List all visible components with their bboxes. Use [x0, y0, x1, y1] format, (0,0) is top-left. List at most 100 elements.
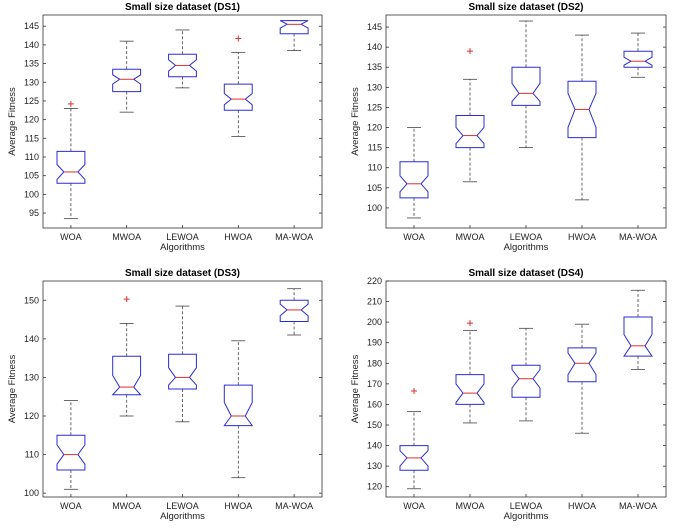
- box-hwoa: [567, 323, 597, 434]
- x-tick-label: MA-WOA: [275, 232, 313, 242]
- y-tick-label: 130: [24, 372, 39, 382]
- y-tick-label: 210: [367, 297, 382, 307]
- box-hwoa: [223, 35, 253, 137]
- box-mwoa: [455, 48, 485, 183]
- outlier-marker: [467, 320, 473, 327]
- y-tick-label: 95: [29, 208, 39, 218]
- y-tick-label: 145: [24, 21, 39, 31]
- notched-box: [56, 150, 86, 184]
- chart-panel-3: Small size dataset (DS3) 100 110 120 130 140 1…: [7, 268, 323, 522]
- chart-panel-1: Small size dataset (DS1) 95 100 105 110 115 12…: [7, 2, 323, 253]
- x-tick-label: LEWOA: [166, 501, 199, 511]
- y-tick-label: 115: [368, 143, 382, 153]
- notched-box: [455, 115, 485, 149]
- y-tick-label: 150: [367, 420, 382, 430]
- chart-title: Small size dataset (DS3): [125, 268, 240, 279]
- notched-box: [399, 161, 429, 199]
- notched-box: [399, 445, 429, 471]
- x-tick-label: HWOA: [568, 501, 596, 511]
- y-tick-label: 200: [367, 317, 382, 327]
- y-tick-label: 140: [24, 334, 39, 344]
- box-ma-woa: [623, 289, 653, 370]
- y-tick-label: 145: [367, 22, 382, 32]
- x-axis-label: Algorithms: [504, 511, 549, 522]
- notched-box: [623, 316, 653, 357]
- chart-title: Small size dataset (DS4): [468, 268, 583, 279]
- x-tick-label: HWOA: [568, 232, 596, 242]
- x-axis-label: Algorithms: [160, 511, 205, 522]
- y-tick-label: 125: [24, 96, 39, 106]
- x-tick-label: WOA: [403, 232, 425, 242]
- x-tick-label: WOA: [403, 501, 425, 511]
- y-axis-label: Average Fitness: [7, 87, 18, 156]
- x-tick-label: LEWOA: [166, 232, 199, 242]
- y-tick-label: 150: [24, 295, 39, 305]
- box-mwoa: [112, 40, 142, 113]
- y-axis-label: Average Fitness: [7, 355, 18, 424]
- y-tick-label: 105: [367, 183, 382, 193]
- notched-box: [223, 83, 253, 111]
- y-tick-label: 135: [367, 62, 382, 72]
- box-lewoa: [511, 327, 541, 422]
- box-mwoa: [111, 296, 142, 417]
- y-tick-label: 120: [367, 482, 382, 492]
- box-woa: [56, 100, 86, 220]
- y-tick-label: 120: [24, 411, 39, 421]
- x-tick-label: WOA: [60, 501, 82, 511]
- box-ma-woa: [279, 20, 309, 51]
- box-ma-woa: [623, 32, 653, 78]
- y-tick-label: 130: [24, 77, 39, 87]
- box-lewoa: [168, 305, 197, 423]
- y-tick-label: 110: [25, 450, 39, 460]
- x-tick-label: LEWOA: [510, 501, 543, 511]
- y-tick-label: 110: [368, 163, 382, 173]
- notched-box: [511, 66, 541, 106]
- outlier-marker: [67, 100, 74, 107]
- x-tick-label: MA-WOA: [619, 501, 657, 511]
- outlier-marker: [411, 388, 417, 395]
- y-tick-label: 110: [25, 152, 39, 162]
- y-tick-label: 105: [24, 171, 39, 181]
- y-tick-label: 130: [367, 461, 382, 471]
- notched-box: [511, 364, 541, 398]
- notched-box: [56, 434, 86, 471]
- y-tick-label: 220: [367, 276, 382, 286]
- x-tick-label: LEWOA: [510, 232, 543, 242]
- notched-box: [223, 384, 254, 427]
- box-mwoa: [455, 320, 485, 424]
- box-woa: [399, 127, 429, 219]
- box-ma-woa: [279, 288, 309, 336]
- y-tick-label: 140: [24, 40, 39, 50]
- y-tick-label: 135: [24, 59, 39, 69]
- x-tick-label: MWOA: [456, 501, 485, 511]
- y-axis-label: Average Fitness: [350, 87, 361, 156]
- box-lewoa: [511, 20, 541, 149]
- y-tick-label: 120: [24, 115, 39, 125]
- chart-title: Small size dataset (DS1): [125, 2, 240, 13]
- y-tick-label: 125: [367, 102, 382, 112]
- y-tick-label: 100: [367, 203, 382, 213]
- x-tick-label: MWOA: [456, 232, 485, 242]
- box-lewoa: [168, 29, 197, 89]
- notched-box: [112, 68, 142, 93]
- y-tick-label: 115: [25, 133, 39, 143]
- outlier-marker: [123, 296, 130, 303]
- x-tick-label: MWOA: [112, 501, 141, 511]
- y-tick-label: 180: [367, 358, 382, 368]
- x-tick-label: MA-WOA: [619, 232, 657, 242]
- y-tick-label: 120: [367, 123, 382, 133]
- y-tick-label: 130: [367, 82, 382, 92]
- chart-title: Small size dataset (DS2): [468, 2, 583, 13]
- box-woa: [399, 388, 429, 490]
- chart-panel-2: Small size dataset (DS2) 100 105 110 115 120 1…: [350, 2, 667, 253]
- x-tick-label: WOA: [60, 232, 82, 242]
- x-tick-label: MA-WOA: [275, 501, 313, 511]
- notched-box: [168, 53, 197, 78]
- chart-panel-4: Small size dataset (DS4) 120 130 140 150 160 1…: [350, 268, 667, 522]
- y-tick-label: 160: [367, 399, 382, 409]
- x-tick-label: HWOA: [224, 501, 252, 511]
- y-tick-label: 100: [24, 189, 39, 199]
- plot-frame: [385, 280, 667, 498]
- notched-box: [567, 80, 597, 139]
